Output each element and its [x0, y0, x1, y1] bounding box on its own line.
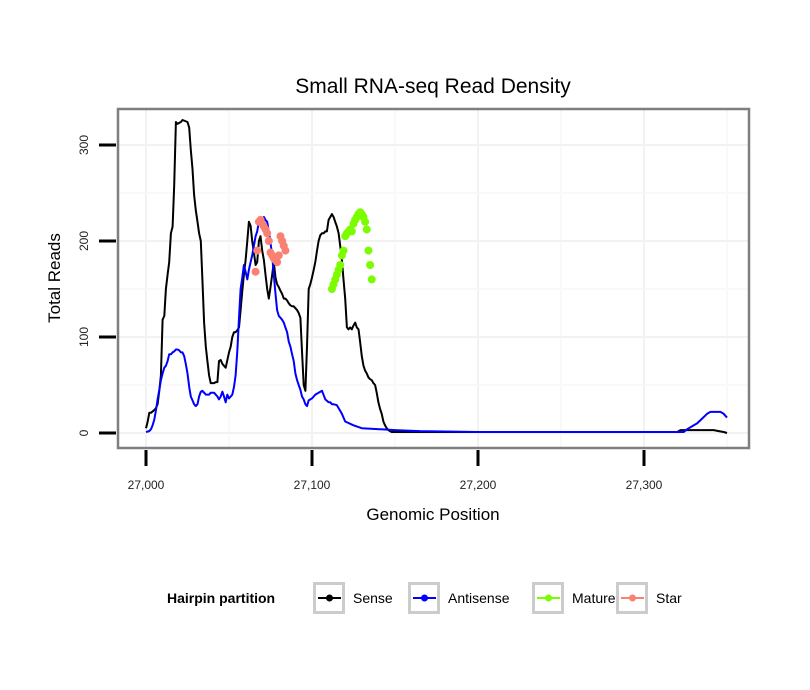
data-point-mature: [339, 246, 348, 255]
data-point-mature: [336, 261, 345, 269]
legend-item-mature: Mature: [532, 582, 616, 614]
data-point-mature: [366, 261, 375, 269]
legend-label: Antisense: [448, 590, 510, 606]
data-point-star: [253, 246, 262, 255]
data-point-star: [263, 229, 272, 238]
legend-key-point: [326, 594, 333, 602]
y-tick-label: 100: [77, 327, 91, 347]
x-axis-title: Genomic Position: [366, 505, 499, 524]
legend-label: Star: [656, 590, 682, 606]
legend-key-point: [421, 594, 428, 602]
y-tick-label: 0: [77, 429, 91, 436]
legend-label: Sense: [353, 590, 393, 606]
data-point-mature: [361, 217, 370, 226]
plot-area: [145, 119, 728, 434]
chart-title: Small RNA-seq Read Density: [295, 75, 571, 98]
series-points-star: [251, 215, 290, 276]
y-tick-label: 200: [77, 231, 91, 251]
x-tick-label: 27,200: [460, 478, 497, 492]
legend-item-star: Star: [616, 582, 682, 614]
legend-item-antisense: Antisense: [408, 582, 510, 614]
series-line-antisense: [145, 216, 728, 433]
data-point-star: [273, 258, 282, 267]
legend-title: Hairpin partition: [167, 590, 275, 606]
legend-key-point: [545, 594, 552, 602]
data-point-star: [281, 246, 290, 255]
legend: Hairpin partition Sense Antisense Mature St…: [167, 582, 682, 614]
data-point-mature: [367, 275, 376, 284]
panel-border: [116, 107, 751, 450]
data-point-star: [264, 237, 273, 245]
series-line-sense: [145, 119, 728, 434]
data-point-star: [274, 251, 283, 260]
data-point-star: [251, 267, 260, 276]
y-axis-title: Total Reads: [45, 233, 64, 323]
x-tick-label: 27,100: [294, 478, 331, 492]
data-point-mature: [364, 246, 373, 255]
data-point-mature: [347, 227, 356, 236]
data-point-mature: [362, 225, 371, 234]
legend-key-point: [629, 594, 636, 602]
x-tick-label: 27,300: [626, 478, 663, 492]
axes: 0 100 200 300 27,000 27,100 27,200 27,300: [77, 135, 663, 492]
y-tick-label: 300: [77, 135, 91, 155]
series-points-mature: [327, 208, 376, 293]
x-tick-label: 27,000: [128, 478, 165, 492]
grid: [119, 110, 748, 447]
legend-label: Mature: [572, 590, 616, 606]
legend-item-sense: Sense: [313, 582, 393, 614]
